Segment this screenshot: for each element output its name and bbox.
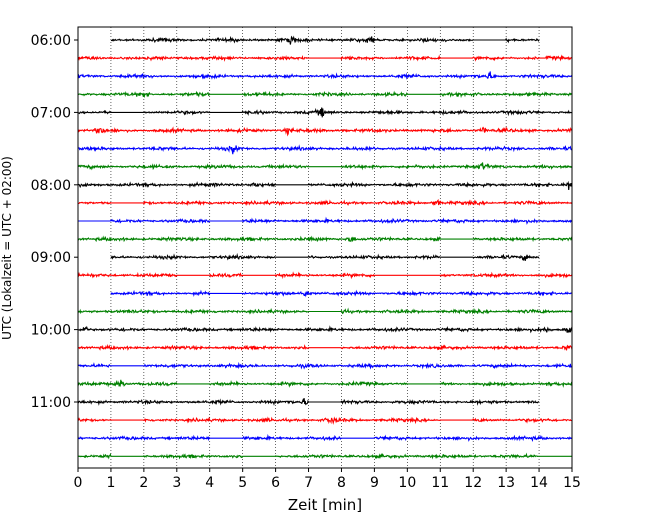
trace-line <box>77 71 573 80</box>
trace-line <box>77 325 573 334</box>
x-axis-label: Zeit [min] <box>288 496 362 514</box>
x-tick-label: 4 <box>205 475 214 491</box>
x-tick-label: 13 <box>497 475 515 491</box>
y-axis-label: UTC (Lokalzeit = UTC + 02:00) <box>0 156 14 340</box>
trace-line <box>77 433 573 442</box>
trace-row <box>77 307 573 315</box>
trace-line <box>77 398 540 406</box>
trace-line <box>77 54 573 62</box>
trace-row <box>77 90 573 99</box>
y-tick-label: 10:00 <box>31 323 71 339</box>
y-tick-label: 11:00 <box>31 395 71 411</box>
y-tick-label: 08:00 <box>31 178 71 194</box>
trace-line <box>77 343 573 351</box>
trace-line <box>77 307 573 315</box>
trace-line <box>77 144 573 155</box>
trace-line <box>110 252 540 261</box>
trace-row <box>77 144 573 155</box>
trace-row <box>78 216 573 225</box>
trace-row <box>77 271 573 280</box>
x-tick-label: 15 <box>563 475 581 491</box>
x-tick-label: 9 <box>370 475 379 491</box>
trace-line <box>77 107 573 118</box>
trace-row <box>77 54 573 62</box>
x-tick-label: 6 <box>271 475 280 491</box>
trace-row <box>77 452 573 460</box>
trace-line <box>77 90 573 99</box>
trace-line <box>77 162 573 171</box>
x-tick-label: 12 <box>464 475 482 491</box>
trace-row <box>77 180 573 191</box>
x-tick-label: 3 <box>172 475 181 491</box>
trace-line <box>77 361 573 370</box>
trace-row <box>77 198 573 207</box>
trace-row <box>77 235 573 243</box>
x-tick-label: 10 <box>398 475 416 491</box>
trace-row <box>110 289 573 298</box>
trace-row <box>110 35 540 45</box>
x-tick-label: 14 <box>530 475 548 491</box>
trace-line <box>77 198 573 207</box>
y-axis-ticks: 06:00 07:00 08:00 09:00 10:00 11:00 <box>31 33 78 411</box>
trace-row <box>77 71 573 80</box>
trace-row <box>77 343 573 351</box>
x-axis-ticks: 0 1 2 3 4 5 6 7 8 9 10 11 12 13 14 15 <box>74 468 581 491</box>
trace-row <box>110 252 540 261</box>
y-tick-label: 06:00 <box>31 33 71 49</box>
trace-line <box>110 35 540 45</box>
trace-line <box>78 216 573 225</box>
x-tick-label: 2 <box>139 475 148 491</box>
trace-row <box>77 107 573 118</box>
trace-row <box>77 433 573 442</box>
x-tick-label: 0 <box>74 475 83 491</box>
trace-line <box>77 126 573 137</box>
x-tick-label: 8 <box>337 475 346 491</box>
trace-line <box>77 452 573 460</box>
x-tick-label: 5 <box>238 475 247 491</box>
trace-row <box>77 361 573 370</box>
trace-line <box>110 289 573 298</box>
trace-line <box>77 271 573 280</box>
trace-row <box>77 126 573 137</box>
x-tick-label: 1 <box>106 475 115 491</box>
plot-frame <box>77 26 573 469</box>
trace-row <box>77 398 540 406</box>
x-tick-label: 11 <box>431 475 449 491</box>
trace-row <box>77 416 573 425</box>
trace-row <box>77 379 573 388</box>
trace-line <box>77 416 573 425</box>
trace-line <box>77 235 573 243</box>
trace-line <box>77 379 573 388</box>
trace-row <box>77 162 573 171</box>
y-tick-label: 09:00 <box>31 250 71 266</box>
trace-row <box>77 325 573 334</box>
seismic-traces <box>77 35 573 460</box>
trace-line <box>77 180 573 191</box>
y-tick-label: 07:00 <box>31 105 71 121</box>
x-tick-label: 7 <box>304 475 313 491</box>
